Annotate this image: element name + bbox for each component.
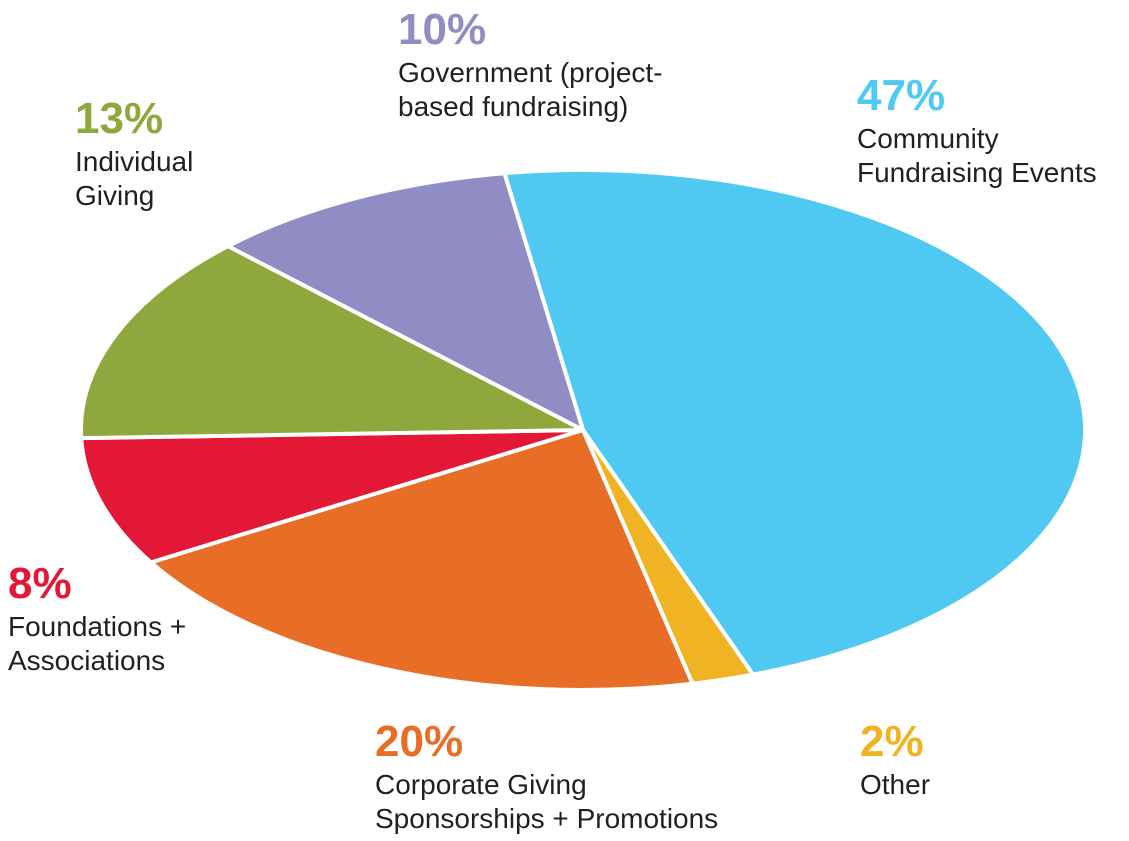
category-label: Government (project- based fundraising) [398, 57, 663, 122]
category-label: Individual Giving [75, 146, 194, 211]
pie-slice [148, 428, 695, 692]
value-label: 20% [375, 717, 464, 766]
value-label: 10% [398, 5, 487, 54]
category-label: Corporate Giving Sponsorships + Promotio… [375, 769, 719, 834]
category-label: Community Fundraising Events [857, 123, 1097, 188]
value-label: 47% [857, 71, 946, 120]
category-label: Other [860, 769, 931, 800]
pie-slice [226, 171, 585, 432]
pie-slice [79, 244, 585, 441]
pie-slice [79, 428, 585, 565]
category-label: Foundations + Associations [8, 611, 187, 676]
value-label: 8% [8, 559, 72, 608]
value-label: 2% [860, 717, 924, 766]
pie-slice [502, 168, 1087, 677]
value-label: 13% [75, 94, 164, 143]
